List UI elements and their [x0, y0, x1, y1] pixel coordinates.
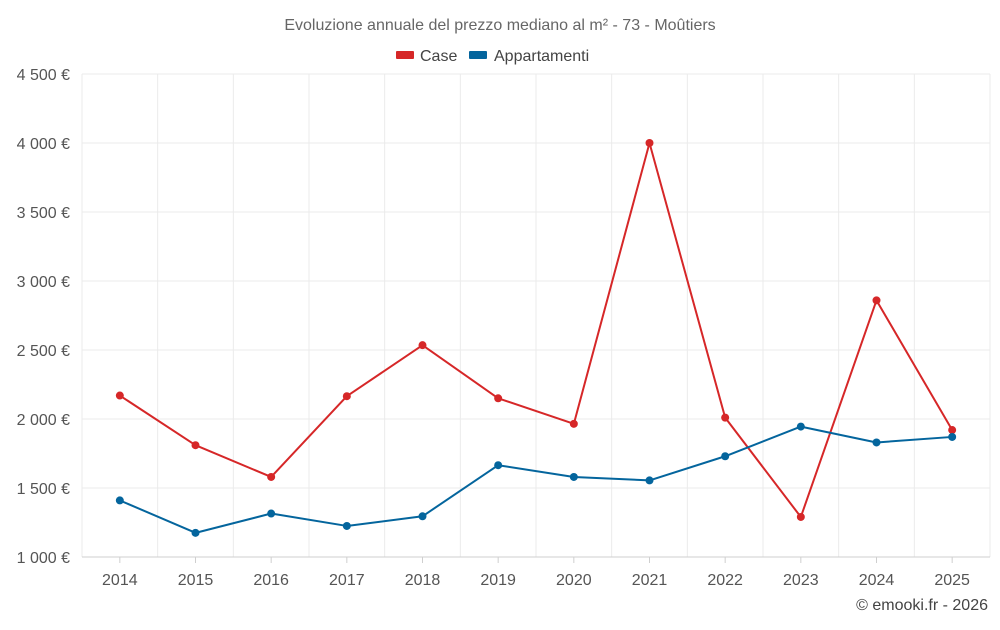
- data-point[interactable]: [494, 461, 503, 470]
- x-tick-label: 2014: [102, 572, 138, 589]
- x-tick-label: 2016: [253, 572, 289, 589]
- data-point[interactable]: [342, 521, 351, 530]
- data-point[interactable]: [191, 528, 200, 537]
- x-axis-ticks: 2014 2015 2016 2017 2018 2019 2020 2021 2022 2023…: [102, 557, 970, 589]
- data-point[interactable]: [569, 419, 578, 428]
- data-point[interactable]: [569, 472, 578, 481]
- data-point[interactable]: [645, 139, 654, 147]
- y-axis-ticks: 1 000 € 1 500 € 2 000 € 2 500 € 3 000 € 3 500…: [17, 67, 70, 567]
- x-tick-label: 2022: [707, 572, 743, 589]
- y-tick-label: 3 000 €: [17, 274, 70, 291]
- chart-title: Evoluzione annuale del prezzo mediano al…: [284, 17, 715, 34]
- x-tick-label: 2018: [405, 572, 441, 589]
- x-tick-label: 2023: [783, 572, 819, 589]
- x-tick-label: 2024: [859, 572, 895, 589]
- data-point[interactable]: [267, 509, 276, 518]
- data-point[interactable]: [418, 341, 427, 350]
- x-tick-label: 2021: [632, 572, 668, 589]
- data-point[interactable]: [494, 394, 503, 403]
- data-point[interactable]: [191, 441, 200, 450]
- data-point[interactable]: [872, 296, 881, 305]
- series-layer: [115, 139, 957, 537]
- legend-swatch: [396, 51, 414, 59]
- y-tick-label: 4 000 €: [17, 136, 70, 153]
- y-tick-label: 2 500 €: [17, 343, 70, 360]
- y-tick-label: 3 500 €: [17, 205, 70, 222]
- x-tick-label: 2017: [329, 572, 365, 589]
- data-point[interactable]: [872, 438, 881, 447]
- x-tick-label: 2015: [178, 572, 214, 589]
- data-point[interactable]: [342, 392, 351, 401]
- data-point[interactable]: [115, 496, 124, 505]
- y-tick-label: 1 500 €: [17, 481, 70, 498]
- data-point[interactable]: [948, 432, 957, 441]
- y-tick-label: 1 000 €: [17, 550, 70, 567]
- x-tick-label: 2020: [556, 572, 592, 589]
- y-tick-label: 2 000 €: [17, 412, 70, 429]
- grid-lines: [81, 73, 991, 558]
- legend-item-case[interactable]: Case: [396, 48, 457, 65]
- series-line[interactable]: [119, 425, 953, 534]
- data-point[interactable]: [796, 512, 805, 521]
- x-tick-label: 2025: [934, 572, 970, 589]
- data-point[interactable]: [115, 391, 124, 400]
- data-point[interactable]: [645, 476, 654, 485]
- series-case[interactable]: [115, 139, 957, 521]
- data-point[interactable]: [418, 512, 427, 521]
- data-point[interactable]: [948, 426, 957, 435]
- data-point[interactable]: [267, 472, 276, 481]
- legend-label: Appartamenti: [494, 48, 589, 65]
- data-point[interactable]: [721, 452, 730, 461]
- y-tick-label: 4 500 €: [17, 67, 70, 84]
- data-point[interactable]: [796, 422, 805, 431]
- legend-label: Case: [420, 48, 457, 65]
- x-tick-label: 2019: [480, 572, 516, 589]
- footer-credit: © emooki.fr - 2026: [856, 597, 988, 614]
- series-appartamenti[interactable]: [115, 422, 957, 537]
- legend-item-appartamenti[interactable]: Appartamenti: [469, 48, 589, 65]
- series-line[interactable]: [119, 142, 954, 518]
- data-point[interactable]: [721, 413, 730, 422]
- legend[interactable]: Case Appartamenti: [396, 48, 589, 65]
- legend-swatch: [469, 51, 487, 59]
